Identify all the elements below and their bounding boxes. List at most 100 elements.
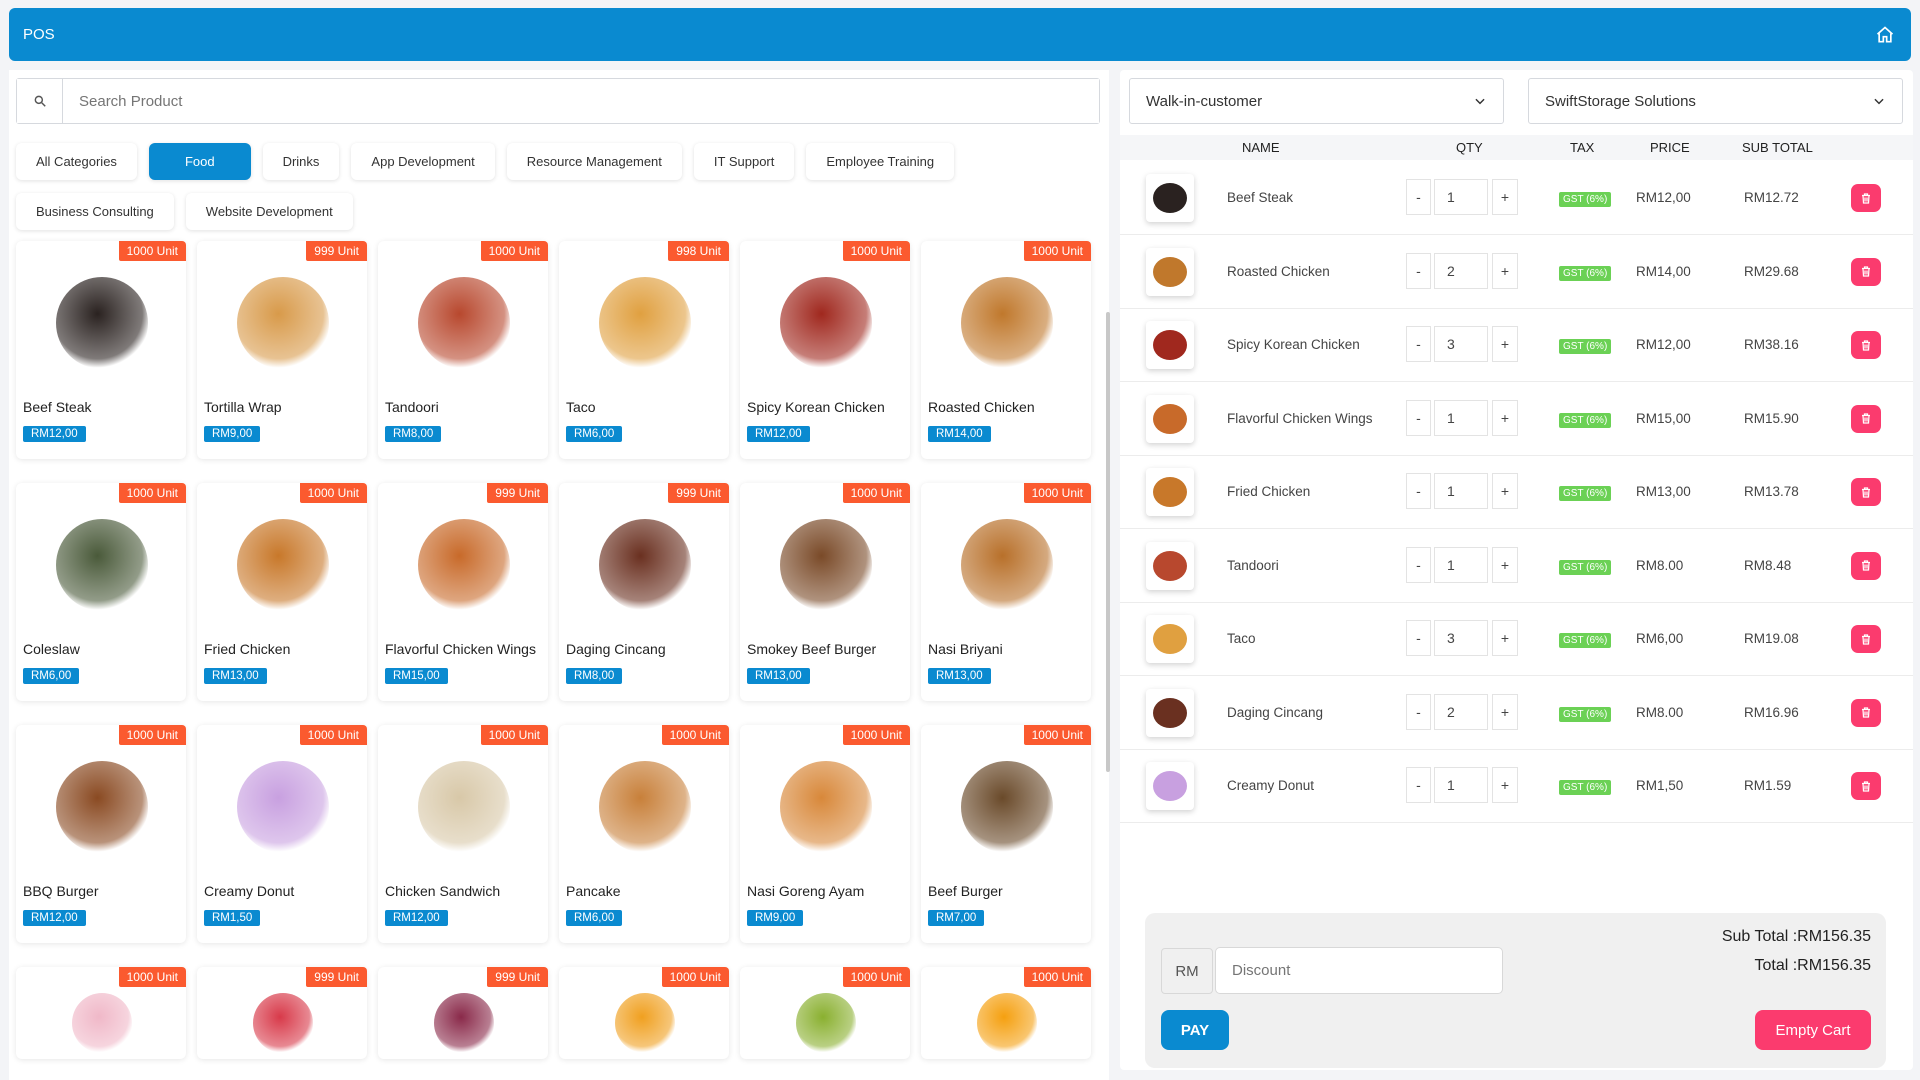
product-card[interactable]: 1000 Unit BBQ Burger RM12,00: [16, 725, 186, 943]
cart-item-image: [1146, 541, 1194, 590]
qty-increment-button[interactable]: +: [1492, 252, 1518, 289]
qty-decrement-button[interactable]: -: [1406, 179, 1431, 215]
delete-item-button[interactable]: [1851, 331, 1881, 359]
search-icon[interactable]: [17, 79, 63, 123]
product-card[interactable]: 1000 Unit Spicy Korean Chicken RM12,00: [740, 241, 910, 459]
cart-item-name: Creamy Donut: [1227, 778, 1315, 793]
qty-input[interactable]: 3: [1434, 620, 1488, 656]
qty-decrement-button[interactable]: -: [1406, 546, 1431, 583]
stock-badge: 1000 Unit: [661, 967, 729, 987]
stock-badge: 999 Unit: [668, 483, 729, 503]
qty-decrement-button[interactable]: -: [1406, 252, 1431, 289]
category-tab[interactable]: App Development: [351, 143, 495, 180]
product-card[interactable]: 1000 Unit Roasted Chicken RM14,00: [921, 241, 1091, 459]
product-price: RM8,00: [566, 668, 623, 684]
qty-decrement-button[interactable]: -: [1406, 399, 1431, 436]
product-image: [961, 761, 1053, 853]
product-card[interactable]: 1000 Unit Beef Steak RM12,00: [16, 241, 186, 459]
product-card[interactable]: 1000 Unit Beef Burger RM7,00: [921, 725, 1091, 943]
product-scrollbar[interactable]: [1106, 312, 1110, 772]
qty-input[interactable]: 1: [1434, 767, 1488, 803]
home-icon[interactable]: [1875, 25, 1895, 45]
trash-icon: [1862, 266, 1870, 277]
category-tab[interactable]: Food: [148, 143, 251, 180]
product-card[interactable]: 1000 Unit Creamy Donut RM1,50: [197, 725, 367, 943]
cart-item-subtotal: RM1.59: [1744, 778, 1792, 793]
qty-decrement-button[interactable]: -: [1406, 693, 1431, 730]
qty-decrement-button[interactable]: -: [1406, 620, 1431, 656]
delete-item-button[interactable]: [1851, 698, 1881, 727]
qty-increment-button[interactable]: +: [1492, 473, 1518, 509]
category-tab[interactable]: All Categories: [16, 143, 137, 180]
product-image: [434, 993, 494, 1053]
product-card[interactable]: 999 Unit: [378, 967, 548, 1059]
delete-item-button[interactable]: [1851, 257, 1881, 286]
qty-increment-button[interactable]: +: [1492, 546, 1518, 583]
discount-input[interactable]: [1215, 947, 1503, 994]
product-card[interactable]: 1000 Unit: [16, 967, 186, 1059]
category-tab[interactable]: Drinks: [262, 143, 340, 180]
product-card[interactable]: 998 Unit Taco RM6,00: [559, 241, 729, 459]
qty-decrement-button[interactable]: -: [1406, 326, 1431, 362]
product-card[interactable]: 1000 Unit Chicken Sandwich RM12,00: [378, 725, 548, 943]
trash-icon: [1862, 339, 1870, 351]
qty-increment-button[interactable]: +: [1492, 179, 1518, 215]
qty-increment-button[interactable]: +: [1492, 767, 1518, 803]
delete-item-button[interactable]: [1851, 404, 1881, 433]
category-tab[interactable]: Website Development: [185, 193, 353, 230]
delete-item-button[interactable]: [1851, 184, 1881, 212]
qty-increment-button[interactable]: +: [1492, 620, 1518, 656]
product-name: Beef Burger: [928, 883, 1003, 899]
delete-item-button[interactable]: [1851, 551, 1881, 580]
qty-input[interactable]: 3: [1434, 326, 1488, 362]
product-card[interactable]: 1000 Unit Pancake RM6,00: [559, 725, 729, 943]
product-card[interactable]: 1000 Unit: [559, 967, 729, 1059]
cart-item-subtotal: RM15.90: [1744, 410, 1799, 426]
qty-input[interactable]: 2: [1434, 693, 1488, 730]
qty-input[interactable]: 1: [1434, 473, 1488, 509]
search-input[interactable]: [63, 79, 1099, 123]
product-image: [237, 761, 329, 853]
qty-increment-button[interactable]: +: [1492, 326, 1518, 362]
stock-badge: 1000 Unit: [118, 483, 186, 503]
product-card[interactable]: 1000 Unit Nasi Goreng Ayam RM9,00: [740, 725, 910, 943]
product-card[interactable]: 1000 Unit Coleslaw RM6,00: [16, 483, 186, 701]
empty-cart-button[interactable]: Empty Cart: [1755, 1010, 1871, 1050]
product-name: BBQ Burger: [23, 883, 99, 899]
product-card[interactable]: 1000 Unit: [740, 967, 910, 1059]
category-tab[interactable]: Employee Training: [806, 143, 955, 180]
cart-summary: RM Sub Total :RM156.35 Total :RM156.35 P…: [1145, 913, 1886, 1068]
category-tab[interactable]: IT Support: [693, 143, 795, 180]
pay-button[interactable]: PAY: [1161, 1010, 1229, 1050]
product-card[interactable]: 1000 Unit Tandoori RM8,00: [378, 241, 548, 459]
cart-item-image: [1146, 321, 1194, 369]
product-card[interactable]: 999 Unit: [197, 967, 367, 1059]
product-card[interactable]: 999 Unit Flavorful Chicken Wings RM15,00: [378, 483, 548, 701]
qty-input[interactable]: 2: [1434, 252, 1488, 289]
product-card[interactable]: 1000 Unit Nasi Briyani RM13,00: [921, 483, 1091, 701]
qty-input[interactable]: 1: [1434, 399, 1488, 436]
stock-badge: 1000 Unit: [842, 967, 910, 987]
product-card[interactable]: 1000 Unit Fried Chicken RM13,00: [197, 483, 367, 701]
qty-decrement-button[interactable]: -: [1406, 473, 1431, 509]
product-name: Tortilla Wrap: [204, 399, 282, 415]
qty-increment-button[interactable]: +: [1492, 693, 1518, 730]
product-card[interactable]: 999 Unit Tortilla Wrap RM9,00: [197, 241, 367, 459]
qty-input[interactable]: 1: [1434, 546, 1488, 583]
qty-input[interactable]: 1: [1434, 179, 1488, 215]
qty-increment-button[interactable]: +: [1492, 399, 1518, 436]
store-select[interactable]: SwiftStorage Solutions: [1528, 78, 1903, 124]
cart-panel: Walk-in-customer SwiftStorage Solutions …: [1120, 70, 1913, 1070]
product-card[interactable]: 999 Unit Daging Cincang RM8,00: [559, 483, 729, 701]
product-card[interactable]: 1000 Unit Smokey Beef Burger RM13,00: [740, 483, 910, 701]
store-select-value: SwiftStorage Solutions: [1545, 92, 1696, 110]
category-tab[interactable]: Business Consulting: [16, 193, 174, 230]
qty-decrement-button[interactable]: -: [1406, 767, 1431, 803]
category-tab[interactable]: Resource Management: [506, 143, 682, 180]
customer-select[interactable]: Walk-in-customer: [1129, 78, 1504, 124]
delete-item-button[interactable]: [1851, 625, 1881, 653]
delete-item-button[interactable]: [1851, 772, 1881, 800]
cart-item-name: Beef Steak: [1227, 190, 1294, 205]
delete-item-button[interactable]: [1851, 478, 1881, 506]
product-card[interactable]: 1000 Unit: [921, 967, 1091, 1059]
